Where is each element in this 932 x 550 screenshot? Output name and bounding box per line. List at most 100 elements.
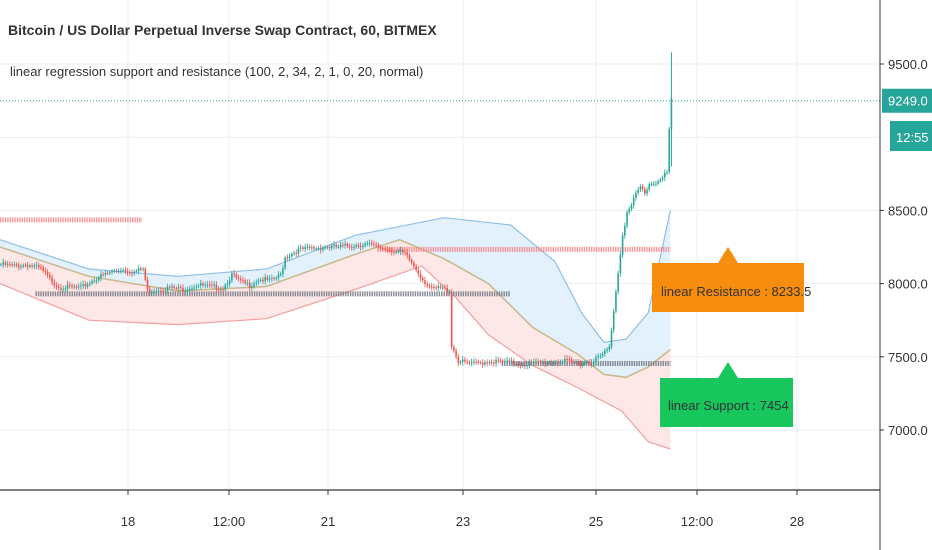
candle — [93, 280, 96, 282]
candle — [486, 362, 488, 364]
candle — [273, 278, 275, 280]
candle — [37, 265, 40, 268]
candle — [219, 289, 222, 291]
candle — [466, 361, 468, 363]
candle — [244, 280, 246, 284]
candle — [626, 212, 628, 226]
candle — [293, 252, 295, 255]
candle — [528, 362, 531, 366]
candle — [173, 286, 175, 288]
candle — [597, 356, 599, 358]
candle — [213, 284, 215, 286]
candle — [417, 270, 420, 275]
candle — [601, 353, 604, 356]
candle — [22, 265, 24, 267]
candle — [533, 361, 535, 363]
candle — [17, 265, 20, 268]
candle — [2, 262, 5, 265]
candle — [535, 361, 537, 363]
candle — [291, 254, 293, 257]
candle — [453, 346, 455, 351]
candle — [399, 250, 402, 252]
candle — [359, 245, 362, 247]
candle — [160, 290, 162, 292]
candle — [579, 363, 582, 365]
candle — [188, 288, 191, 291]
candle — [473, 361, 475, 363]
candle — [621, 235, 624, 255]
candle — [177, 287, 180, 289]
candle — [561, 361, 564, 363]
candle — [526, 365, 528, 367]
candle — [470, 361, 473, 364]
candle — [60, 287, 62, 290]
candle — [393, 252, 395, 254]
candle — [655, 183, 657, 185]
candle — [537, 361, 540, 363]
candle — [624, 225, 626, 236]
candle — [82, 284, 84, 286]
candle — [353, 247, 355, 249]
support-label-arrow — [718, 362, 738, 378]
candle — [211, 284, 213, 286]
candle — [302, 247, 304, 250]
candle — [364, 243, 366, 246]
candle — [637, 189, 639, 193]
candle — [479, 362, 482, 364]
candle — [446, 287, 449, 293]
candle — [317, 248, 320, 250]
upper-band-fill — [0, 210, 671, 378]
candle — [104, 272, 107, 275]
candle — [590, 362, 593, 364]
candle — [606, 349, 608, 351]
lower-band-line — [0, 265, 671, 450]
candle — [308, 246, 311, 249]
candle — [541, 361, 544, 363]
candle — [370, 243, 373, 245]
candle — [422, 278, 424, 281]
resistance-label-text: linear Resistance : 8233.5 — [661, 284, 811, 299]
y-tick-label: 7000.0 — [888, 423, 928, 438]
candle — [142, 268, 144, 270]
candle — [350, 247, 353, 249]
candle — [86, 284, 89, 287]
candle — [550, 362, 553, 364]
candle — [44, 270, 47, 273]
candle — [231, 273, 233, 281]
candle — [153, 291, 155, 293]
candle — [315, 248, 318, 250]
candle — [501, 360, 504, 363]
candle — [468, 362, 471, 364]
candle — [355, 245, 357, 248]
candle — [368, 243, 371, 245]
candle — [168, 286, 171, 288]
candle — [148, 289, 151, 293]
candle — [513, 360, 515, 365]
support-label-box — [660, 378, 793, 427]
candle — [313, 247, 315, 249]
candle — [517, 364, 520, 366]
candle — [666, 171, 668, 173]
candle — [97, 278, 100, 281]
last-price-value: 9249.0 — [888, 94, 928, 109]
candle — [42, 267, 44, 271]
candle — [113, 270, 116, 272]
candle — [375, 244, 377, 246]
candle — [26, 265, 29, 267]
candle — [395, 251, 397, 253]
candle — [490, 362, 493, 364]
chart-title: Bitcoin / US Dollar Perpetual Inverse Sw… — [8, 22, 437, 38]
candle — [646, 189, 648, 194]
candle — [335, 244, 338, 247]
indicator-legend[interactable]: linear regression support and resistance… — [10, 64, 424, 79]
candle — [435, 287, 437, 289]
candle — [95, 280, 98, 282]
candle — [477, 361, 480, 363]
candle — [657, 181, 659, 184]
candle — [246, 282, 249, 284]
candle — [437, 286, 440, 288]
resistance-label-arrow — [718, 247, 738, 263]
candle — [268, 278, 271, 280]
candle — [144, 268, 147, 280]
